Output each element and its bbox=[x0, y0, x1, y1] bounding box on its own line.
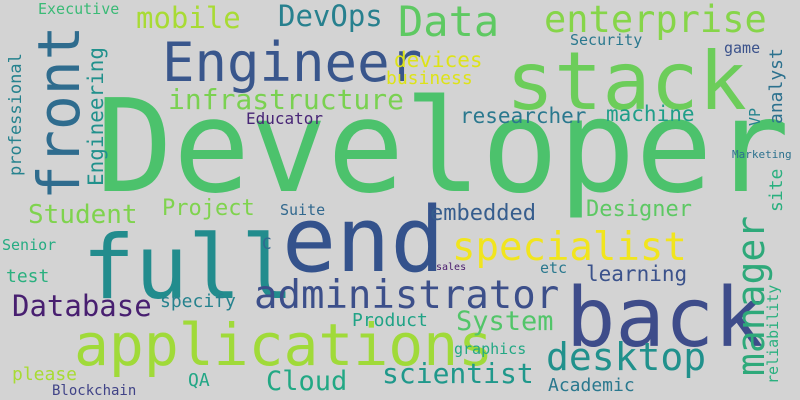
word-student: Student bbox=[28, 200, 138, 230]
word-please: please bbox=[12, 364, 78, 385]
word-blockchain: Blockchain bbox=[52, 383, 137, 399]
word-engineer: Engineer bbox=[162, 31, 423, 94]
word-professional: professional bbox=[6, 53, 26, 176]
word-end: end bbox=[282, 188, 445, 293]
word-analyst: analyst bbox=[766, 48, 787, 124]
word-mobile: mobile bbox=[136, 1, 241, 35]
word-game: game bbox=[724, 39, 761, 57]
word-specify: specify bbox=[160, 291, 236, 312]
word-cloud: Cloud bbox=[266, 366, 348, 397]
word-embedded: embedded bbox=[430, 201, 536, 226]
word-desktop: desktop bbox=[546, 335, 707, 379]
word-applications: applications bbox=[74, 311, 494, 379]
word-back: back bbox=[566, 271, 764, 366]
word-scientist: scientist bbox=[382, 357, 534, 390]
word-project: Project bbox=[162, 196, 255, 221]
word-administrator: administrator bbox=[254, 273, 560, 318]
word-data: Data bbox=[398, 0, 500, 46]
word-reliability: reliability bbox=[764, 284, 782, 384]
word-enterprise: enterprise bbox=[544, 0, 767, 41]
word-infrastructure: infrastructure bbox=[168, 83, 405, 116]
word-etc: etc bbox=[540, 259, 568, 277]
word-system: System bbox=[456, 306, 554, 337]
word-executive: Executive bbox=[38, 0, 120, 18]
word-c: C bbox=[262, 234, 272, 253]
word-stack: stack bbox=[506, 35, 747, 128]
word-test: test bbox=[6, 266, 50, 287]
word-researcher: researcher bbox=[460, 104, 587, 128]
word-security: Security bbox=[570, 31, 643, 49]
word-engineering: Engineering bbox=[84, 46, 108, 186]
word-qa: QA bbox=[188, 370, 210, 391]
word-specialist: specialist bbox=[452, 225, 687, 270]
word-business: business bbox=[386, 68, 473, 89]
word-educator: Educator bbox=[246, 109, 324, 128]
word-developer: Developer bbox=[96, 73, 790, 222]
word-suite: Suite bbox=[280, 201, 326, 219]
word-senior: Senior bbox=[2, 236, 57, 254]
word-front: front bbox=[25, 25, 93, 200]
word-devices: devices bbox=[394, 48, 483, 72]
word-sales: sales bbox=[436, 262, 467, 273]
word-designer: Designer bbox=[586, 197, 692, 222]
word-academic: Academic bbox=[548, 375, 635, 396]
word-marketing: Marketing bbox=[732, 148, 792, 161]
word-graphics: graphics bbox=[454, 340, 527, 358]
word-learning: learning bbox=[586, 262, 688, 286]
word-database: Database bbox=[12, 289, 152, 323]
word-product: Product bbox=[352, 310, 428, 331]
word-devops: DevOps bbox=[278, 0, 383, 33]
word-site: site bbox=[766, 168, 787, 212]
word-machine: machine bbox=[606, 102, 695, 126]
word-vp: VP bbox=[746, 107, 764, 126]
word-full: full bbox=[82, 216, 294, 319]
